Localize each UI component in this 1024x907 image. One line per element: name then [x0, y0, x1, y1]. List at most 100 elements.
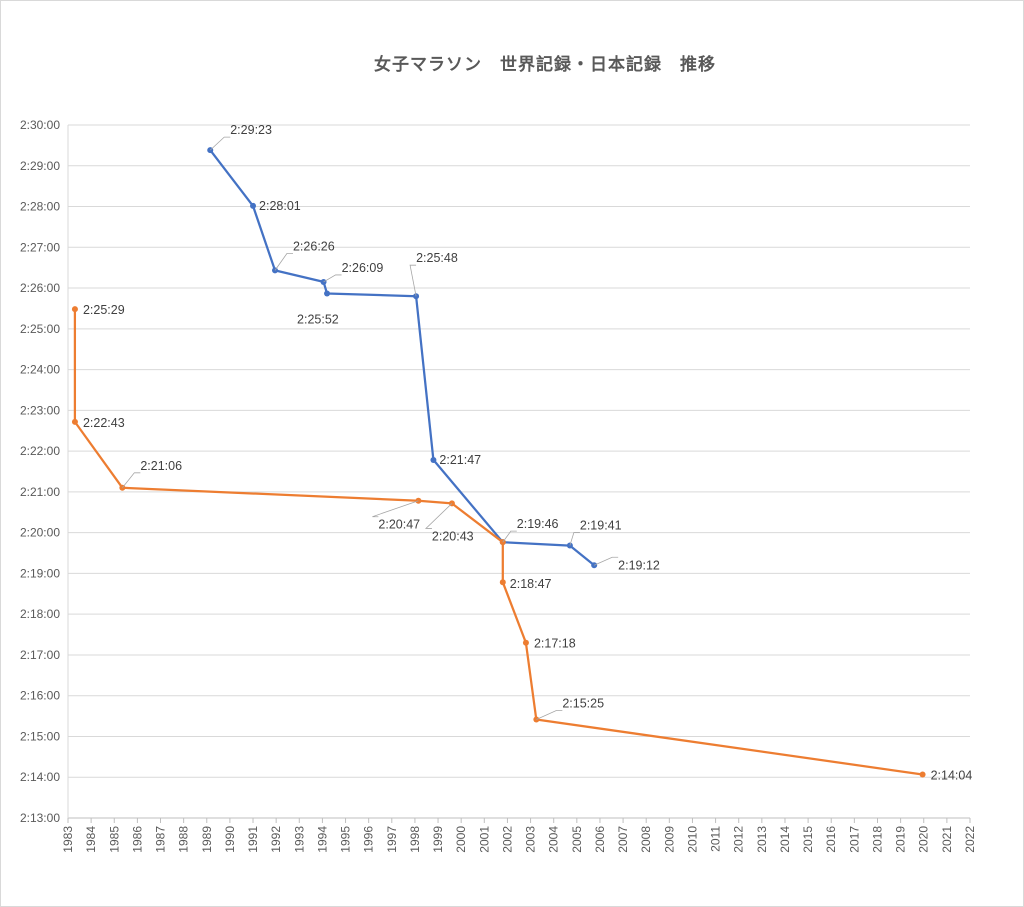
data-label-leader [569, 532, 580, 546]
x-tick-label: 2017 [847, 826, 861, 853]
x-tick-label: 2001 [477, 826, 491, 853]
data-label: 2:14:04 [931, 769, 973, 783]
x-tick-label: 2008 [639, 826, 653, 853]
y-tick-label: 2:25:00 [20, 322, 60, 336]
x-tick-label: 1984 [84, 826, 98, 853]
series-1-point [430, 456, 437, 463]
data-label: 2:17:18 [534, 637, 576, 651]
x-tick-label: 2022 [963, 826, 977, 853]
x-tick-label: 2021 [940, 826, 954, 853]
x-tick-label: 1988 [177, 826, 191, 853]
x-tick-label: 1991 [246, 826, 260, 853]
data-label: 2:18:47 [510, 577, 552, 591]
data-label: 2:20:47 [378, 518, 420, 532]
data-label-leader [323, 274, 342, 283]
x-tick-label: 1990 [223, 826, 237, 853]
x-tick-label: 1994 [315, 826, 329, 853]
y-tick-label: 2:28:00 [20, 200, 60, 214]
x-tick-label: 2020 [917, 826, 931, 853]
series-2-point [71, 306, 78, 313]
data-label: 2:26:09 [342, 261, 384, 275]
series-2-point [71, 418, 78, 425]
series-1-point [250, 202, 257, 209]
series-2-line [73, 309, 923, 776]
series-2-point [499, 579, 506, 586]
x-tick-label: 1999 [431, 826, 445, 853]
data-label-leader [372, 500, 419, 518]
x-tick-label: 1989 [200, 826, 214, 853]
x-tick-label: 2000 [454, 826, 468, 853]
y-tick-label: 2:30:00 [20, 118, 60, 132]
data-label: 2:21:06 [140, 459, 182, 473]
data-label: 2:25:52 [297, 312, 339, 326]
x-tick-label: 1996 [362, 826, 376, 853]
x-tick-label: 1987 [154, 826, 168, 853]
x-tick-label: 1985 [107, 826, 121, 853]
y-tick-label: 2:22:00 [20, 444, 60, 458]
y-tick-label: 2:15:00 [20, 729, 60, 743]
y-tick-label: 2:20:00 [20, 526, 60, 540]
y-tick-label: 2:18:00 [20, 607, 60, 621]
series-1-line [209, 149, 595, 567]
x-tick-label: 2012 [732, 826, 746, 853]
data-label-leader [594, 556, 619, 566]
data-label: 2:29:23 [230, 123, 272, 137]
y-tick-label: 2:24:00 [20, 363, 60, 377]
data-label: 2:25:29 [83, 303, 125, 317]
x-tick-label: 2016 [824, 826, 838, 853]
x-tick-label: 2009 [662, 826, 676, 853]
data-label: 2:15:25 [562, 696, 604, 710]
series-2-point [919, 771, 926, 778]
x-tick-label: 1997 [385, 826, 399, 853]
x-tick-label: 1983 [61, 826, 75, 853]
series-2-point [522, 639, 529, 646]
y-tick-label: 2:23:00 [20, 403, 60, 417]
data-label: 2:19:46 [517, 517, 559, 531]
x-tick-label: 2004 [547, 826, 561, 853]
data-label-leader [424, 503, 453, 529]
x-tick-label: 2018 [870, 826, 884, 853]
x-tick-label: 2015 [801, 826, 815, 853]
y-tick-label: 2:19:00 [20, 566, 60, 580]
y-tick-label: 2:29:00 [20, 159, 60, 173]
data-label-leader [274, 252, 293, 271]
y-tick-label: 2:27:00 [20, 240, 60, 254]
data-label: 2:20:43 [432, 529, 474, 543]
data-label-leader [502, 530, 517, 543]
x-tick-label: 2007 [616, 826, 630, 853]
data-label: 2:19:41 [580, 519, 622, 533]
x-tick-label: 1998 [408, 826, 422, 853]
y-tick-label: 2:14:00 [20, 770, 60, 784]
data-label-leader [209, 136, 231, 151]
data-label: 2:25:48 [416, 251, 458, 265]
x-tick-label: 2003 [524, 826, 538, 853]
x-tick-label: 2019 [894, 826, 908, 853]
y-tick-label: 2:13:00 [20, 811, 60, 825]
data-label: 2:26:26 [293, 239, 335, 253]
x-tick-label: 2013 [755, 826, 769, 853]
y-tick-label: 2:17:00 [20, 648, 60, 662]
data-label: 2:21:47 [439, 453, 481, 467]
data-label-leader [409, 264, 417, 297]
x-tick-label: 2005 [570, 826, 584, 853]
x-tick-label: 1992 [269, 826, 283, 853]
x-tick-label: 2011 [709, 826, 723, 852]
x-tick-label: 2002 [500, 826, 514, 853]
y-tick-label: 2:26:00 [20, 281, 60, 295]
x-tick-label: 1986 [130, 826, 144, 853]
x-tick-label: 1993 [292, 826, 306, 853]
data-label-leader [536, 710, 563, 720]
data-label: 2:19:12 [618, 558, 660, 572]
data-label: 2:28:01 [259, 199, 301, 213]
x-tick-label: 2014 [778, 826, 792, 853]
x-tick-label: 2010 [685, 826, 699, 853]
y-tick-label: 2:21:00 [20, 485, 60, 499]
series-1-point [324, 290, 331, 297]
x-tick-label: 1995 [339, 826, 353, 853]
data-label-leader [122, 472, 141, 489]
x-tick-label: 2006 [593, 826, 607, 853]
data-label: 2:22:43 [83, 416, 125, 430]
y-tick-label: 2:16:00 [20, 689, 60, 703]
